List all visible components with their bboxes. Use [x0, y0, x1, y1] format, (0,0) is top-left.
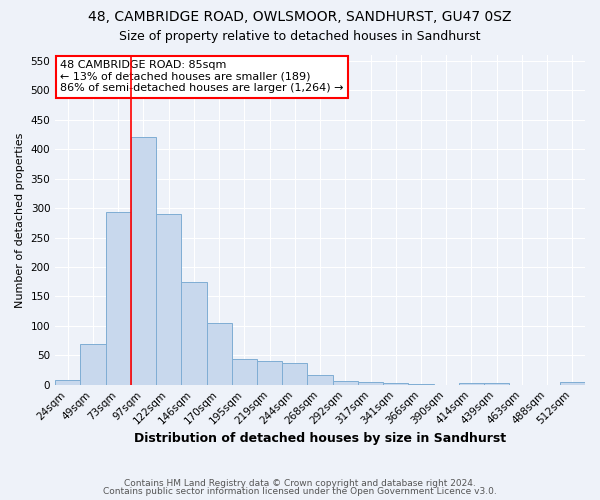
Bar	[206, 323, 232, 384]
Y-axis label: Number of detached properties: Number of detached properties	[15, 132, 25, 308]
Bar	[383, 383, 409, 384]
Text: Size of property relative to detached houses in Sandhurst: Size of property relative to detached ho…	[119, 30, 481, 43]
Bar	[181, 282, 206, 385]
Text: 48, CAMBRIDGE ROAD, OWLSMOOR, SANDHURST, GU47 0SZ: 48, CAMBRIDGE ROAD, OWLSMOOR, SANDHURST,…	[88, 10, 512, 24]
Bar	[257, 361, 282, 384]
Bar	[106, 212, 131, 384]
Bar	[80, 344, 106, 384]
Bar	[358, 382, 383, 384]
X-axis label: Distribution of detached houses by size in Sandhurst: Distribution of detached houses by size …	[134, 432, 506, 445]
Bar	[55, 380, 80, 384]
Bar	[232, 360, 257, 384]
Text: 48 CAMBRIDGE ROAD: 85sqm
← 13% of detached houses are smaller (189)
86% of semi-: 48 CAMBRIDGE ROAD: 85sqm ← 13% of detach…	[61, 60, 344, 93]
Bar	[484, 383, 509, 384]
Bar	[307, 374, 332, 384]
Bar	[459, 383, 484, 384]
Bar	[131, 138, 156, 384]
Bar	[332, 380, 358, 384]
Text: Contains public sector information licensed under the Open Government Licence v3: Contains public sector information licen…	[103, 487, 497, 496]
Text: Contains HM Land Registry data © Crown copyright and database right 2024.: Contains HM Land Registry data © Crown c…	[124, 478, 476, 488]
Bar	[282, 363, 307, 384]
Bar	[156, 214, 181, 384]
Bar	[560, 382, 585, 384]
